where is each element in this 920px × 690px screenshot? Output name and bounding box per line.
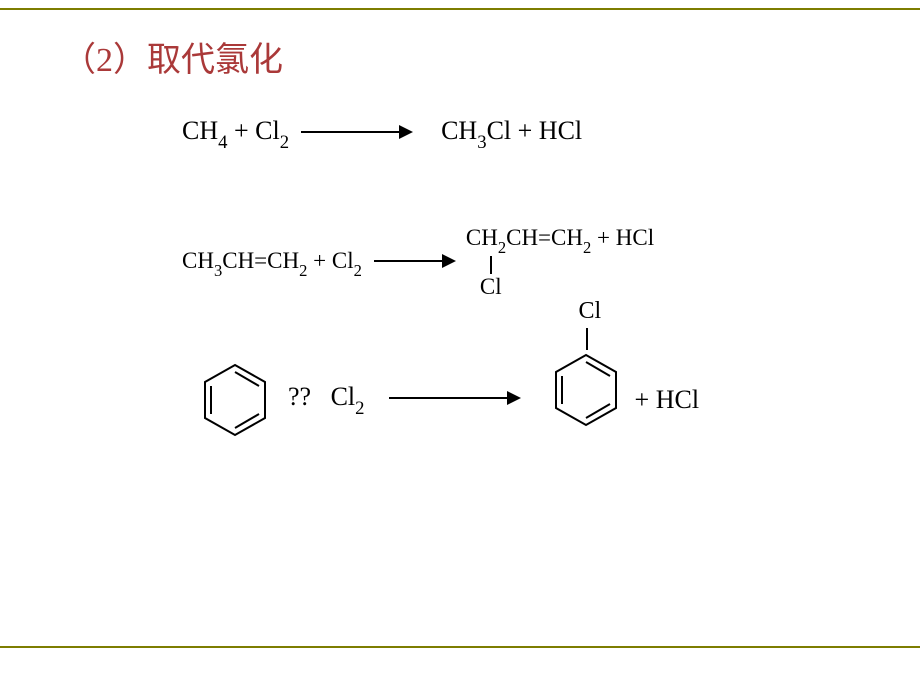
chlorobenzene-product: Cl: [551, 360, 621, 440]
top-rule: [0, 8, 920, 10]
bottom-rule: [0, 646, 920, 648]
eq1-reactant-ch4: CH4 + Cl2: [182, 116, 289, 151]
arrow-icon: [389, 397, 519, 399]
slide: （2）取代氯化 CH4 + Cl2 CH3Cl + HCl CH3CH=CH2 …: [0, 0, 920, 690]
bond-line: [586, 328, 588, 350]
eq3-question: ?? Cl2: [288, 382, 365, 417]
benzene-icon: [200, 360, 270, 440]
arrow-icon: [374, 260, 454, 262]
arrow-icon: [301, 131, 411, 133]
benzene-icon: [551, 350, 621, 430]
section-title: （2）取代氯化: [62, 32, 283, 81]
equation-1: CH4 + Cl2 CH3Cl + HCl: [182, 116, 582, 151]
equation-2: CH3CH=CH2 + Cl2 CH2CH=CH2 + HCl Cl: [182, 226, 654, 300]
equation-3: ?? Cl2 Cl + HCl: [200, 360, 699, 440]
benzene-reactant: [200, 360, 270, 440]
eq2-reactant: CH3CH=CH2 + Cl2: [182, 248, 362, 279]
eq2-product: CH2CH=CH2 + HCl Cl: [466, 226, 654, 300]
cl-substituent: Cl: [579, 298, 602, 325]
eq1-product: CH3Cl + HCl: [423, 116, 582, 151]
eq2-cl-sub: Cl: [480, 274, 502, 300]
eq3-hcl: + HCl: [635, 385, 700, 415]
bond-line: [490, 256, 492, 274]
